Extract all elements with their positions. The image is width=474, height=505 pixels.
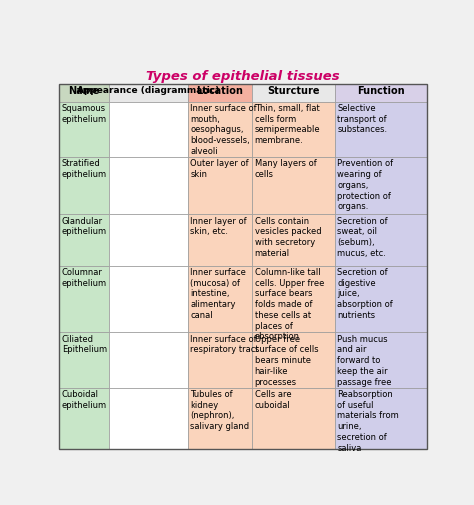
Bar	[109, 84, 188, 102]
Bar	[252, 157, 335, 214]
Text: Inner surface
(mucosa) of
intestine,
alimentary
canal: Inner surface (mucosa) of intestine, ali…	[191, 268, 246, 320]
Text: Cells contain
vesicles packed
with secretory
material: Cells contain vesicles packed with secre…	[255, 217, 321, 258]
Bar	[59, 84, 109, 102]
Text: Appearance (diagrammatic): Appearance (diagrammatic)	[77, 86, 219, 95]
Bar	[335, 157, 427, 214]
Text: Inner surface of
mouth,
oesophagus,
blood-vessels,
alveoli: Inner surface of mouth, oesophagus, bloo…	[191, 104, 257, 156]
Bar	[188, 157, 252, 214]
Bar	[188, 388, 252, 448]
Bar	[335, 102, 427, 157]
Text: Selective
transport of
substances.: Selective transport of substances.	[337, 104, 387, 134]
Bar	[59, 388, 109, 448]
Text: Function: Function	[357, 86, 404, 96]
Text: Ciliated
Epithelium: Ciliated Epithelium	[62, 334, 107, 355]
Text: Secretion of
sweat, oil
(sebum),
mucus, etc.: Secretion of sweat, oil (sebum), mucus, …	[337, 217, 388, 258]
Bar	[109, 266, 188, 332]
Text: Thin, small, flat
cells form
semipermeable
membrane.: Thin, small, flat cells form semipermeab…	[255, 104, 320, 145]
Bar	[335, 332, 427, 388]
Bar	[188, 266, 252, 332]
Bar	[109, 388, 188, 448]
Text: Sturcture: Sturcture	[267, 86, 319, 96]
Bar	[252, 266, 335, 332]
Text: Columnar
epithelium: Columnar epithelium	[62, 268, 107, 288]
Text: Prevention of
wearing of
organs,
protection of
organs.: Prevention of wearing of organs, protect…	[337, 159, 393, 211]
Text: Outer layer of
skin: Outer layer of skin	[191, 159, 249, 179]
Bar	[252, 214, 335, 266]
Bar	[335, 266, 427, 332]
Bar	[188, 332, 252, 388]
Bar	[188, 214, 252, 266]
Text: Upper free
surface of cells
bears minute
hair-like
processes: Upper free surface of cells bears minute…	[255, 334, 319, 386]
Bar	[109, 157, 188, 214]
Text: Inner surface of
respiratory tract: Inner surface of respiratory tract	[191, 334, 259, 355]
Bar	[59, 332, 109, 388]
Text: Inner layer of
skin, etc.: Inner layer of skin, etc.	[191, 217, 247, 236]
Bar	[252, 84, 335, 102]
Text: Many layers of
cells: Many layers of cells	[255, 159, 317, 179]
Text: Cuboidal
epithelium: Cuboidal epithelium	[62, 390, 107, 410]
Bar	[59, 266, 109, 332]
Bar	[335, 214, 427, 266]
Text: Name: Name	[68, 86, 100, 96]
Bar	[59, 102, 109, 157]
Bar	[59, 157, 109, 214]
Text: Secretion of
digestive
juice,
absorption of
nutrients: Secretion of digestive juice, absorption…	[337, 268, 393, 320]
Bar	[335, 388, 427, 448]
Bar	[252, 388, 335, 448]
Text: Column-like tall
cells. Upper free
surface bears
folds made of
these cells at
pl: Column-like tall cells. Upper free surfa…	[255, 268, 324, 341]
Text: Glandular
epithelium: Glandular epithelium	[62, 217, 107, 236]
Text: Types of epithelial tissues: Types of epithelial tissues	[146, 70, 340, 83]
Bar	[109, 214, 188, 266]
Text: Location: Location	[197, 86, 244, 96]
Bar	[252, 332, 335, 388]
Bar	[59, 214, 109, 266]
Text: Squamous
epithelium: Squamous epithelium	[62, 104, 107, 124]
Bar	[335, 84, 427, 102]
Bar	[109, 332, 188, 388]
Bar	[188, 84, 252, 102]
Text: Reabsorption
of useful
materials from
urine,
secretion of
saliva: Reabsorption of useful materials from ur…	[337, 390, 399, 452]
Bar	[188, 102, 252, 157]
Bar	[252, 102, 335, 157]
Text: Push mucus
and air
forward to
keep the air
passage free: Push mucus and air forward to keep the a…	[337, 334, 392, 386]
Bar	[109, 102, 188, 157]
Text: Tubules of
kidney
(nephron),
salivary gland: Tubules of kidney (nephron), salivary gl…	[191, 390, 249, 431]
Text: Stratified
epithelium: Stratified epithelium	[62, 159, 107, 179]
Text: Cells are
cuboidal: Cells are cuboidal	[255, 390, 292, 410]
